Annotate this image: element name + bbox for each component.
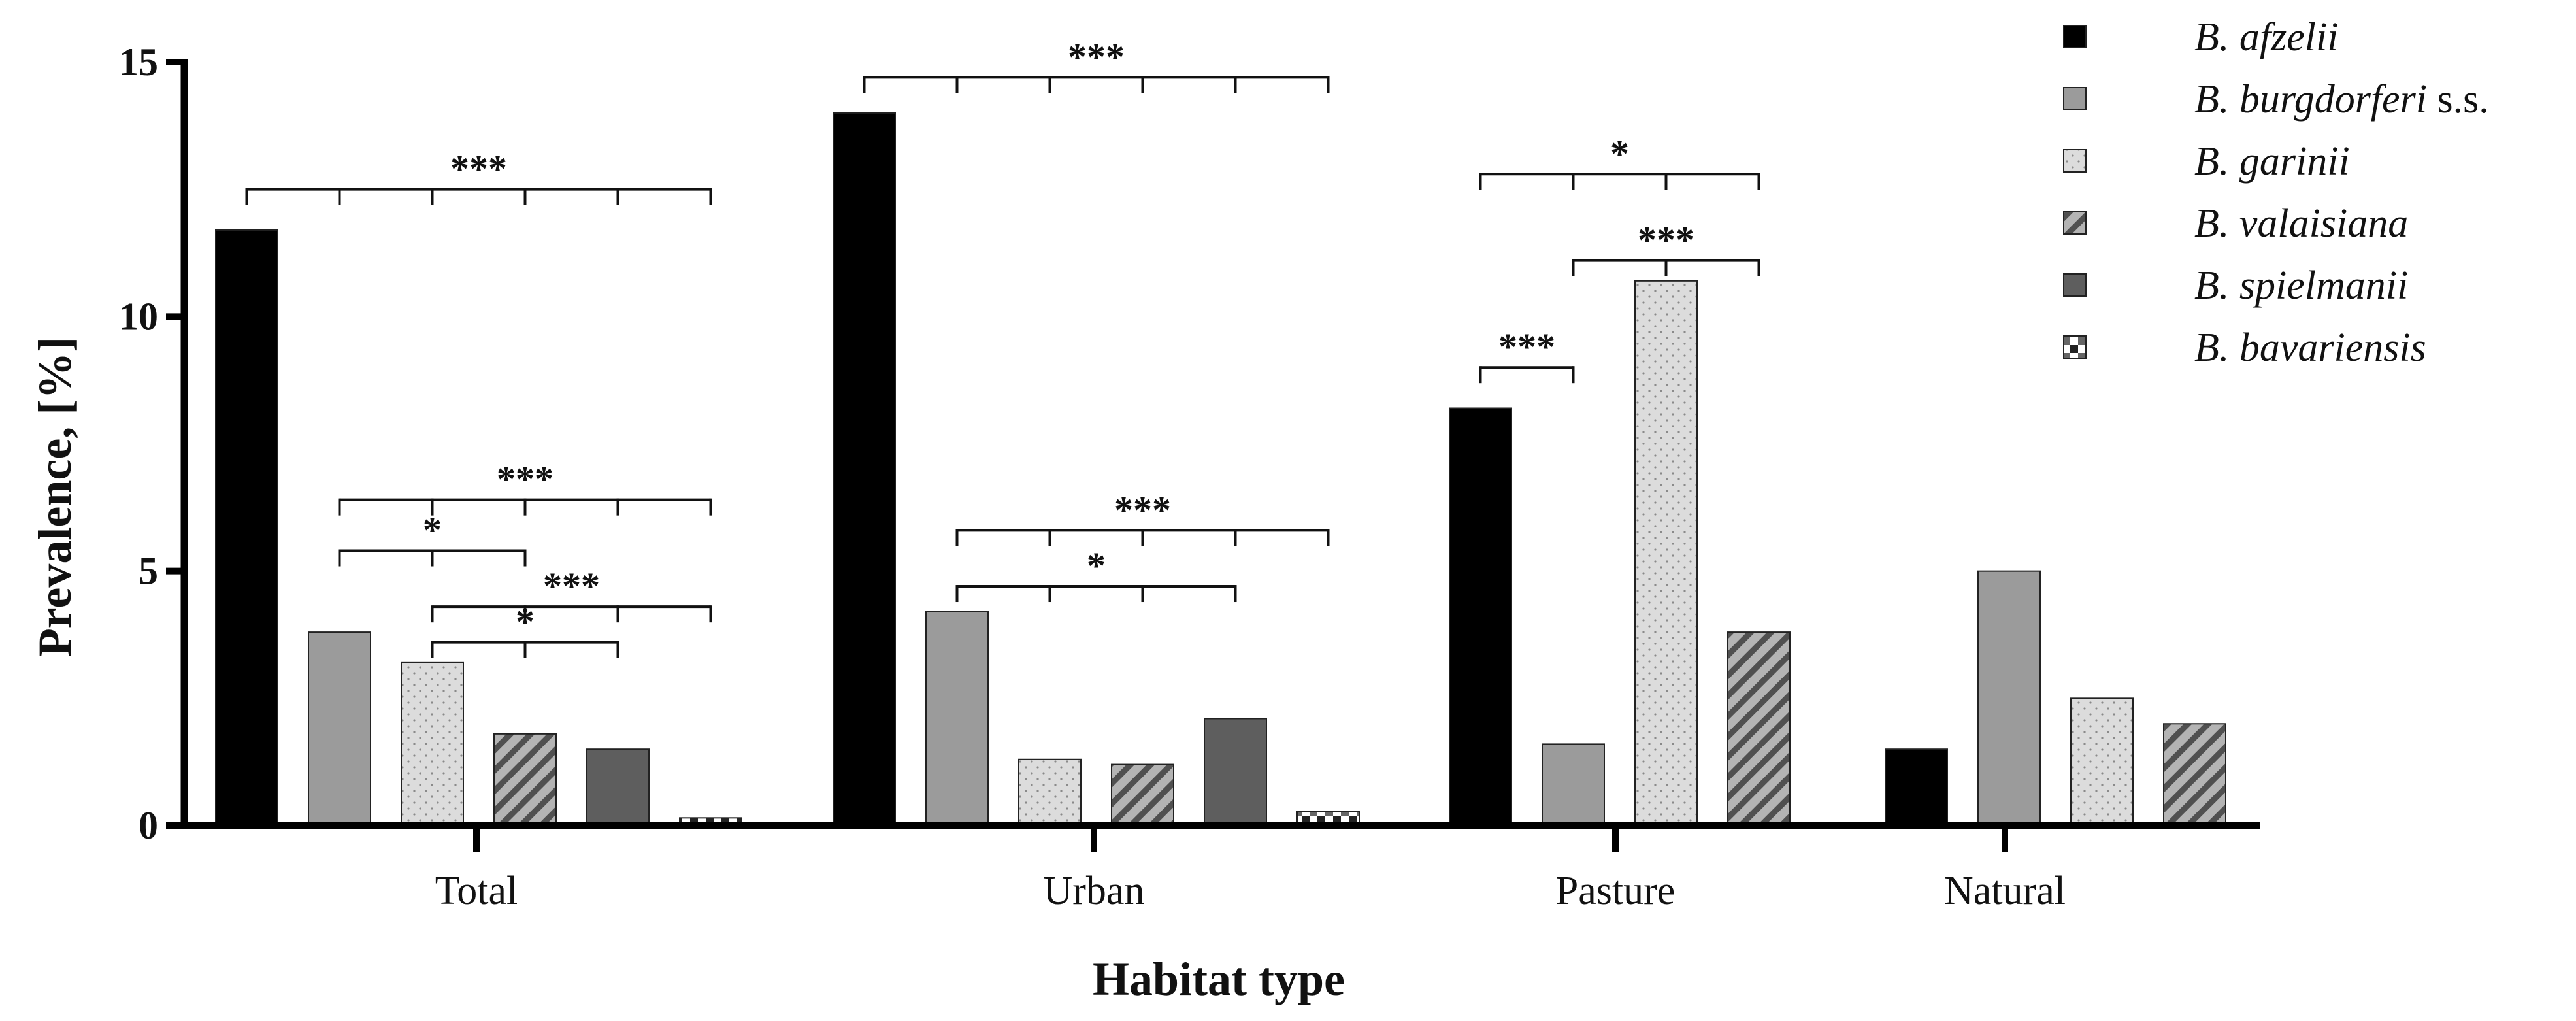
significance-bracket-total-4: * bbox=[431, 601, 619, 658]
bar-natural-b-valaisiana bbox=[2163, 723, 2226, 827]
bar-pasture-b-burgdorferi-s-s bbox=[1542, 743, 1605, 826]
bar-total-b-spielmanii bbox=[586, 748, 650, 826]
significance-bracket-total-3: *** bbox=[431, 565, 712, 623]
bar-total-b-burgdorferi-s-s bbox=[308, 631, 371, 827]
significance-label: *** bbox=[1114, 488, 1171, 531]
axes-layer: 0 5 10 15 Total Urban Pasture Natural bbox=[119, 41, 2260, 913]
legend-swatch bbox=[2063, 335, 2087, 359]
bar-total-b-garinii bbox=[401, 661, 464, 826]
significance-label: * bbox=[1610, 132, 1629, 175]
legend-label: B. afzelii bbox=[2194, 15, 2338, 59]
bar-pasture-b-afzelii bbox=[1449, 407, 1512, 826]
significance-layer: ************************* bbox=[245, 35, 1760, 658]
significance-label: *** bbox=[450, 148, 507, 190]
bars-layer bbox=[215, 112, 2226, 827]
legend-label-name: B. valaisiana bbox=[2194, 201, 2408, 246]
bar-urban-b-garinii bbox=[1018, 758, 1082, 826]
bar-pasture-b-valaisiana bbox=[1727, 631, 1791, 827]
legend-item-b-spielmanii: B. spielmanii bbox=[2063, 263, 2408, 308]
legend: B. afzelii B. burgdorferi s.s. B. garinii B… bbox=[2063, 15, 2489, 370]
legend-swatch bbox=[2063, 149, 2087, 173]
legend-label: B. spielmanii bbox=[2194, 263, 2408, 308]
legend-item-b-valaisiana: B. valaisiana bbox=[2063, 201, 2408, 246]
x-axis-label: Habitat type bbox=[1093, 953, 1345, 1005]
significance-bracket-total-0: *** bbox=[245, 148, 712, 205]
legend-label-name: B. spielmanii bbox=[2194, 263, 2408, 308]
y-tick-label-5: 5 bbox=[139, 550, 158, 593]
bar-urban-b-valaisiana bbox=[1111, 763, 1174, 827]
bar-pasture-b-garinii bbox=[1634, 280, 1698, 826]
significance-label: * bbox=[423, 509, 442, 552]
y-tick-label-15: 15 bbox=[119, 41, 158, 84]
bar-urban-b-burgdorferi-s-s bbox=[925, 611, 989, 827]
x-tick-label-pasture: Pasture bbox=[1556, 869, 1676, 913]
significance-bracket-urban-7: * bbox=[955, 544, 1237, 603]
legend-label-name: B. burgdorferi bbox=[2194, 77, 2427, 122]
y-tick-label-0: 0 bbox=[139, 804, 158, 847]
significance-label: * bbox=[516, 601, 535, 643]
bar-natural-b-garinii bbox=[2070, 697, 2134, 827]
significance-bracket-pasture-8: * bbox=[1479, 132, 1760, 190]
bar-urban-b-afzelii bbox=[833, 112, 896, 826]
x-tick-label-natural: Natural bbox=[1944, 869, 2066, 913]
significance-label: *** bbox=[543, 565, 600, 607]
significance-label: *** bbox=[497, 458, 553, 501]
significance-label: *** bbox=[1638, 219, 1694, 261]
significance-label: *** bbox=[1498, 326, 1555, 368]
legend-item-b-afzelii: B. afzelii bbox=[2063, 15, 2338, 59]
legend-label-name: B. bavariensis bbox=[2194, 326, 2426, 370]
bar-total-b-valaisiana bbox=[493, 733, 557, 826]
legend-swatch bbox=[2063, 25, 2087, 48]
legend-swatch bbox=[2063, 273, 2087, 297]
significance-bracket-pasture-9: *** bbox=[1572, 219, 1760, 276]
legend-item-b-garinii: B. garinii bbox=[2063, 139, 2350, 184]
legend-label: B. valaisiana bbox=[2194, 201, 2408, 246]
legend-label: B. garinii bbox=[2194, 139, 2350, 184]
legend-label-name: B. afzelii bbox=[2194, 15, 2338, 59]
significance-bracket-urban-5: *** bbox=[863, 35, 1330, 93]
significance-bracket-urban-6: *** bbox=[955, 488, 1330, 546]
bar-natural-b-afzelii bbox=[1885, 748, 1948, 826]
bar-total-b-afzelii bbox=[215, 229, 278, 826]
bar-urban-b-spielmanii bbox=[1204, 718, 1267, 826]
significance-label: * bbox=[1087, 544, 1106, 587]
significance-bracket-total-2: * bbox=[338, 509, 527, 567]
significance-label: *** bbox=[1068, 35, 1125, 78]
x-tick-label-urban: Urban bbox=[1044, 869, 1145, 913]
legend-swatch bbox=[2063, 87, 2087, 110]
legend-label-name: B. garinii bbox=[2194, 139, 2350, 184]
legend-item-b-bavariensis: B. bavariensis bbox=[2063, 326, 2426, 370]
legend-label-suffix: s.s. bbox=[2427, 77, 2489, 122]
significance-bracket-pasture-10: *** bbox=[1479, 326, 1575, 384]
y-axis-label: Prevalence, [%] bbox=[29, 337, 81, 657]
legend-label: B. burgdorferi s.s. bbox=[2194, 77, 2489, 122]
x-tick-label-total: Total bbox=[435, 869, 518, 913]
bar-natural-b-burgdorferi-s-s bbox=[1977, 570, 2041, 827]
significance-bracket-total-1: *** bbox=[338, 458, 712, 516]
legend-item-b-burgdorferi-s-s: B. burgdorferi s.s. bbox=[2063, 77, 2489, 122]
legend-swatch bbox=[2063, 211, 2087, 235]
legend-label: B. bavariensis bbox=[2194, 326, 2426, 370]
y-tick-label-10: 10 bbox=[119, 295, 158, 338]
